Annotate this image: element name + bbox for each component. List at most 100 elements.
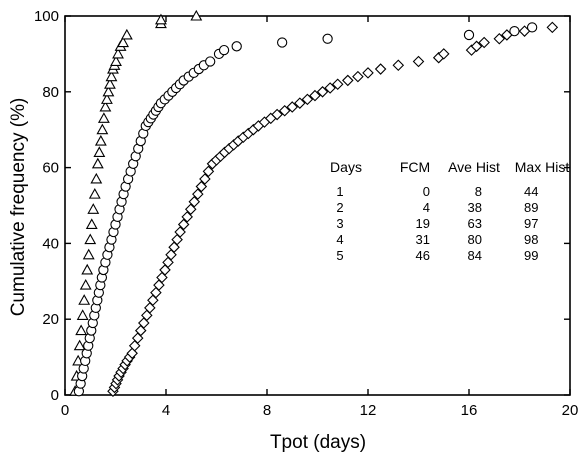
triangle-point	[84, 233, 97, 245]
circle-point	[276, 37, 288, 48]
x-tick-label: 4	[162, 402, 170, 419]
circle-point	[231, 41, 242, 52]
table-header: Ave Hist	[448, 159, 500, 175]
y-tick-label: 60	[42, 160, 59, 177]
diamond-point	[331, 78, 344, 90]
diamond-point	[309, 89, 321, 102]
triangle-point	[100, 93, 113, 104]
triangle-point	[102, 85, 115, 97]
triangle-point	[78, 294, 91, 305]
table-cell: 97	[524, 216, 538, 231]
triangle-point	[190, 9, 203, 21]
table-cell: 2	[336, 200, 343, 215]
diamond-point	[324, 82, 336, 94]
x-tick-label: 20	[562, 402, 579, 419]
table-cell: 4	[336, 232, 343, 247]
x-tick-label: 8	[263, 402, 271, 419]
y-tick-label: 100	[34, 8, 59, 25]
triangle-point	[104, 78, 116, 89]
diamond-point	[392, 59, 405, 72]
diamond-point	[286, 101, 299, 113]
diamond-point	[470, 40, 483, 53]
triangle-point	[110, 55, 122, 67]
triangle-point	[82, 248, 95, 260]
triangle-point	[97, 112, 110, 123]
diamond-point	[478, 36, 490, 49]
diamond-point	[199, 173, 211, 185]
diamond-point	[301, 93, 314, 106]
x-tick-label: 16	[461, 402, 478, 419]
triangle-point	[73, 339, 86, 351]
diamond-point	[188, 195, 201, 208]
table-cell: 80	[468, 232, 482, 247]
triangle-point	[117, 36, 130, 48]
data-points	[69, 9, 559, 397]
y-axis-title: Cumulative frequency (%)	[8, 98, 29, 317]
diamond-point	[174, 226, 186, 238]
triangle-point	[85, 218, 98, 229]
diamond-point	[278, 104, 291, 117]
diamond-point	[362, 67, 374, 79]
triangle-point	[96, 123, 109, 135]
triangle-point	[75, 324, 88, 336]
table-cell: 5	[336, 248, 343, 263]
triangle-point	[81, 263, 94, 275]
diamond-point	[202, 165, 215, 178]
triangle-point	[105, 70, 118, 82]
y-tick-label: 0	[51, 387, 59, 404]
triangle-point	[120, 28, 133, 40]
plot-frame	[64, 15, 571, 396]
table-header: Days	[330, 159, 362, 175]
diamond-point	[316, 86, 329, 98]
table-cell: 44	[524, 184, 538, 199]
diamond-point	[195, 180, 208, 193]
x-axis-title: Tpot (days)	[270, 432, 366, 452]
circle-point	[526, 22, 538, 33]
circle-point	[218, 44, 230, 56]
triangle-point	[99, 100, 112, 112]
y-tick-label: 20	[42, 311, 59, 328]
y-tick-label: 80	[42, 84, 59, 101]
diamond-point	[271, 108, 283, 121]
diamond-point	[412, 55, 425, 68]
table-cell: 99	[524, 248, 538, 263]
circle-point	[205, 56, 216, 67]
triangle-point	[88, 187, 101, 199]
diamond-point	[184, 203, 197, 216]
diamond-point	[181, 211, 193, 223]
table-cell: 3	[336, 216, 343, 231]
triangle-point	[79, 278, 92, 290]
x-tick-label: 12	[360, 402, 377, 419]
table-cell: 0	[423, 184, 430, 199]
circle-point	[322, 33, 333, 44]
table-cell: 31	[416, 232, 430, 247]
diamond-point	[294, 97, 306, 109]
triangle-point	[90, 172, 103, 184]
table-cell: 84	[468, 248, 482, 263]
triangle-point	[76, 309, 89, 320]
triangle-point	[93, 146, 106, 157]
triangle-point	[91, 157, 104, 169]
table-cell: 98	[524, 232, 538, 247]
diamond-point	[342, 74, 354, 87]
diamond-point	[352, 70, 364, 83]
y-tick-label: 40	[42, 235, 59, 252]
table-header: Max Hist	[515, 159, 570, 175]
diamond-point	[437, 48, 450, 60]
table-cell: 63	[468, 216, 482, 231]
table-cell: 46	[416, 248, 430, 263]
table-cell: 19	[416, 216, 430, 231]
diamond-point	[374, 63, 387, 75]
table-cell: 4	[423, 200, 430, 215]
table-header: FCM	[400, 159, 430, 175]
triangle-point	[87, 203, 100, 214]
diamond-point	[177, 218, 190, 231]
triangle-point	[94, 134, 107, 146]
table-cell: 89	[524, 200, 538, 215]
table-cell: 8	[475, 184, 482, 199]
diamond-point	[546, 21, 559, 34]
table-cell: 1	[336, 184, 343, 199]
